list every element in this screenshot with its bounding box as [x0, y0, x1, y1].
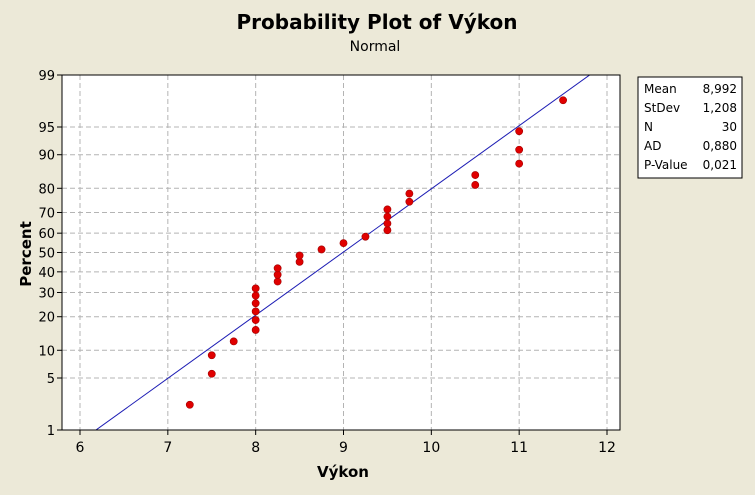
y-tick-label: 95: [38, 121, 55, 136]
stats-label: N: [644, 120, 653, 134]
data-point: [515, 145, 524, 154]
y-tick-label: 10: [38, 344, 55, 359]
stats-value: 1,208: [703, 101, 737, 115]
data-point: [207, 351, 216, 360]
y-tick-label: 90: [38, 149, 55, 164]
x-tick-label: 8: [251, 440, 260, 456]
data-point: [515, 159, 524, 168]
stats-value: 0,021: [703, 158, 737, 172]
x-axis-label: Výkon: [317, 463, 369, 481]
x-tick-label: 12: [598, 440, 616, 456]
y-tick-label: 1: [47, 424, 55, 439]
stats-legend: Mean 8,992 StDev 1,208 N 30 AD 0,880 P-Value 0,02…: [637, 76, 743, 179]
data-point: [383, 226, 392, 235]
data-point: [339, 239, 348, 248]
stats-label: StDev: [644, 101, 680, 115]
y-tick-label: 5: [47, 372, 55, 387]
chart-subtitle: Normal: [350, 39, 401, 55]
stats-box: [637, 76, 743, 179]
y-tick-label: 40: [38, 266, 55, 281]
data-point: [251, 316, 260, 324]
stats-value: 8,992: [703, 82, 737, 96]
data-point: [383, 219, 392, 228]
y-tick-label: 50: [38, 247, 55, 262]
data-point: [229, 337, 238, 346]
x-tick-label: 7: [163, 440, 172, 456]
stats-label: P-Value: [644, 158, 688, 172]
data-point: [471, 181, 480, 189]
data-point: [471, 171, 480, 179]
stats-label: AD: [644, 139, 661, 153]
stats-value: 0,880: [703, 139, 737, 153]
y-axis-label: Percent: [17, 221, 35, 286]
x-tick-label: 6: [76, 440, 85, 456]
x-tick-label: 9: [339, 440, 348, 456]
data-point: [251, 299, 260, 308]
stats-label: Mean: [644, 82, 677, 96]
y-tick-label: 30: [38, 287, 55, 302]
y-tick-label: 80: [38, 182, 55, 197]
data-point: [405, 197, 414, 206]
data-point: [383, 205, 392, 214]
data-point: [361, 232, 370, 241]
x-tick-label: 11: [510, 440, 528, 456]
y-tick-label: 99: [38, 69, 55, 84]
data-point: [317, 245, 326, 254]
y-tick-label: 60: [38, 227, 55, 242]
data-point: [273, 270, 282, 279]
data-point: [273, 264, 282, 273]
data-point: [185, 400, 194, 409]
y-tick-label: 20: [38, 311, 55, 326]
data-point: [251, 284, 260, 293]
x-tick-label: 10: [422, 440, 440, 456]
data-point: [559, 96, 567, 105]
data-point: [273, 277, 282, 286]
data-point: [251, 307, 260, 316]
plot-area: 6 7 8 9 10 11 12 1 5 10 20 30 40 50 60 70 80 90 95 99: [38, 69, 621, 456]
data-point: [251, 326, 260, 334]
stats-value: 30: [722, 120, 737, 134]
data-point: [251, 291, 260, 300]
chart-title: Probability Plot of Výkon: [237, 10, 518, 34]
data-point: [515, 127, 524, 136]
fit-line: [95, 75, 591, 430]
data-point: [207, 369, 216, 378]
data-point: [405, 189, 414, 198]
data-point: [383, 212, 392, 221]
y-tick-label: 70: [38, 206, 55, 221]
data-point: [295, 251, 304, 260]
